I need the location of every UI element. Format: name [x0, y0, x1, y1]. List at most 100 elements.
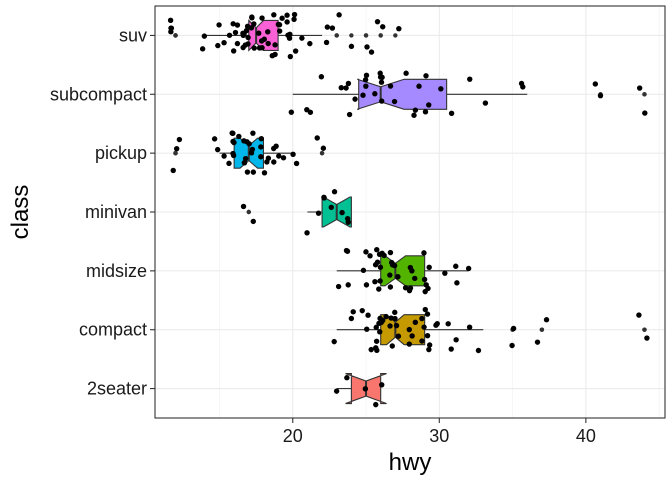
- data-point-compact: [433, 322, 439, 328]
- y-axis-title: class: [7, 185, 34, 240]
- data-point-suv: [265, 40, 271, 47]
- data-point-compact: [350, 309, 356, 315]
- data-point-compact: [364, 326, 370, 332]
- data-point-suv: [265, 29, 271, 35]
- outlier-point: [363, 33, 369, 38]
- data-point-compact: [466, 324, 473, 330]
- data-point-suv: [258, 38, 265, 44]
- data-point-suv: [329, 25, 336, 31]
- data-point-subcompact: [352, 96, 358, 102]
- data-point-pickup: [314, 135, 320, 141]
- data-point-pickup: [250, 169, 257, 175]
- x-tick-label: 40: [576, 426, 596, 446]
- outlier-point: [349, 33, 354, 38]
- data-point-compact: [377, 315, 383, 322]
- data-point-compact: [365, 312, 371, 318]
- data-point-minivan: [304, 230, 310, 236]
- data-point-compact: [424, 332, 431, 339]
- data-point-compact: [426, 342, 433, 348]
- data-point-suv: [279, 15, 285, 21]
- data-point-minivan: [315, 210, 322, 216]
- data-point-subcompact: [636, 85, 643, 91]
- data-point-compact: [348, 315, 355, 322]
- data-point-subcompact: [338, 84, 344, 91]
- outlier-point: [642, 92, 647, 97]
- data-point-suv: [276, 28, 283, 34]
- data-point-compact: [387, 323, 393, 329]
- data-point-minivan: [328, 204, 334, 210]
- data-point-suv: [271, 12, 277, 18]
- data-point-2seater: [373, 401, 379, 408]
- data-point-2seater: [333, 388, 340, 394]
- data-point-midsize: [374, 259, 381, 265]
- data-point-pickup: [261, 170, 268, 176]
- data-point-suv: [380, 24, 386, 30]
- y-tick-label: midsize: [86, 261, 147, 281]
- data-point-subcompact: [642, 110, 648, 116]
- data-point-pickup: [221, 153, 227, 159]
- data-point-suv: [396, 25, 402, 32]
- data-point-suv: [285, 32, 291, 38]
- data-point-pickup: [230, 152, 237, 159]
- data-point-suv: [272, 51, 278, 58]
- data-point-suv: [216, 22, 222, 28]
- data-point-suv: [259, 15, 265, 21]
- data-point-pickup: [249, 146, 256, 153]
- data-point-2seater: [379, 382, 385, 388]
- data-point-suv: [245, 41, 251, 47]
- data-point-midsize: [360, 267, 367, 274]
- data-point-midsize: [387, 284, 394, 290]
- box-body: [380, 255, 426, 287]
- data-point-subcompact: [360, 92, 366, 98]
- data-point-suv: [221, 40, 227, 46]
- data-point-pickup: [176, 136, 183, 143]
- y-tick-label: subcompact: [50, 84, 147, 104]
- data-point-suv: [323, 39, 330, 46]
- data-point-subcompact: [379, 98, 385, 104]
- data-point-midsize: [367, 253, 373, 259]
- data-point-midsize: [372, 279, 378, 285]
- data-point-pickup: [320, 145, 327, 151]
- data-point-compact: [644, 335, 650, 341]
- data-point-suv: [368, 49, 375, 55]
- data-point-suv: [243, 27, 250, 34]
- data-point-compact: [368, 346, 374, 353]
- data-point-compact: [406, 326, 412, 333]
- jitter-points: [167, 11, 650, 408]
- outlier-point: [378, 33, 383, 38]
- data-point-midsize: [363, 282, 370, 288]
- data-point-suv: [240, 32, 246, 38]
- data-point-subcompact: [345, 80, 352, 87]
- grid-lines: [155, 6, 665, 418]
- y-tick-label: suv: [119, 25, 147, 45]
- data-point-suv: [249, 15, 255, 21]
- data-point-subcompact: [378, 79, 385, 85]
- data-point-subcompact: [346, 111, 353, 118]
- data-point-subcompact: [304, 107, 310, 113]
- outlier-point: [319, 150, 325, 156]
- data-point-midsize: [412, 275, 418, 282]
- data-point-suv: [245, 34, 251, 41]
- data-point-midsize: [376, 251, 383, 257]
- data-point-subcompact: [597, 92, 604, 99]
- data-point-subcompact: [520, 84, 526, 90]
- data-point-suv: [336, 12, 342, 18]
- data-point-compact: [388, 315, 394, 321]
- data-point-midsize: [409, 268, 415, 274]
- data-point-midsize: [423, 282, 429, 288]
- data-point-compact: [419, 315, 425, 322]
- data-point-suv: [272, 42, 278, 48]
- outlier-point: [539, 327, 545, 332]
- data-point-suv: [199, 46, 206, 52]
- data-point-suv: [284, 12, 290, 18]
- data-point-compact: [395, 333, 402, 339]
- data-point-pickup: [230, 138, 236, 145]
- data-point-suv: [374, 18, 381, 25]
- box-minivan: [246, 196, 352, 228]
- data-point-compact: [377, 329, 383, 335]
- data-point-subcompact: [288, 109, 295, 115]
- data-point-compact: [534, 339, 541, 345]
- data-point-minivan: [250, 218, 256, 225]
- data-point-compact: [392, 315, 398, 322]
